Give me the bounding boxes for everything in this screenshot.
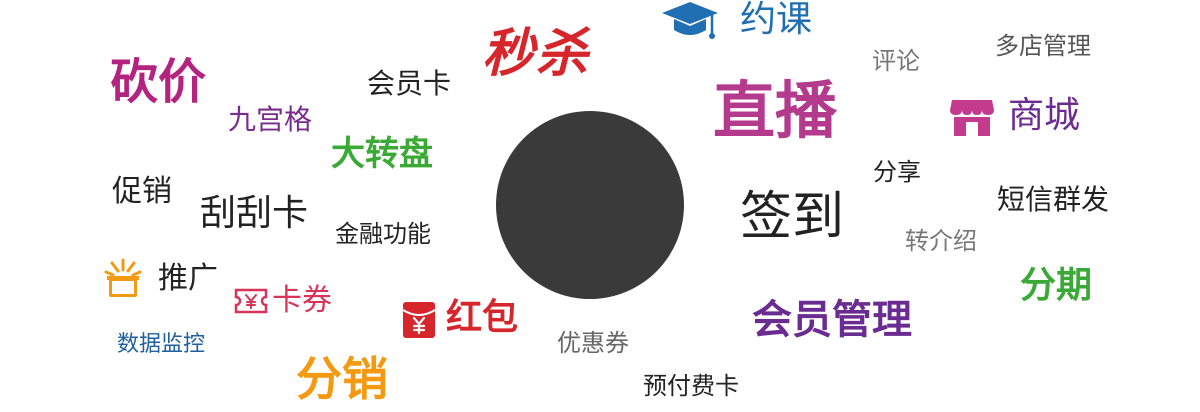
word-kaquan: 卡券 <box>272 283 332 318</box>
graduation-cap-icon <box>662 2 718 39</box>
word-miaosha: 秒杀 <box>482 24 591 84</box>
word-yueke: 约课 <box>740 0 813 40</box>
word-fenxiao: 分销 <box>296 352 388 406</box>
word-fenqi: 分期 <box>1020 265 1093 306</box>
word-pinglun: 评论 <box>872 47 920 75</box>
word-duodian: 多店管理 <box>995 32 1091 60</box>
word-fenxiang: 分享 <box>873 158 921 186</box>
red-packet-icon <box>402 302 436 338</box>
word-qiandao: 签到 <box>740 187 845 247</box>
word-youhuiquan: 优惠券 <box>557 329 629 357</box>
word-zhibo: 直播 <box>713 74 838 147</box>
word-shangcheng: 商城 <box>1008 95 1081 136</box>
word-hongbao: 红包 <box>446 297 519 338</box>
word-guaguaka: 刮刮卡 <box>200 193 309 234</box>
word-zhuanjie: 转介绍 <box>905 227 977 255</box>
word-jiugongge: 九宫格 <box>228 103 313 136</box>
center-circle <box>496 111 684 299</box>
gift-box-icon <box>104 258 142 297</box>
word-yufu: 预付费卡 <box>643 372 739 400</box>
word-duanxin: 短信群发 <box>997 183 1110 216</box>
ticket-icon <box>234 288 268 314</box>
word-huiyuanka: 会员卡 <box>367 67 452 100</box>
word-kanjia: 砍价 <box>110 54 207 110</box>
word-jinrong: 金融功能 <box>335 220 431 248</box>
store-icon <box>950 100 994 136</box>
word-huiyuanguanli: 会员管理 <box>752 297 912 343</box>
word-tuiguang: 推广 <box>158 261 218 296</box>
word-shuju: 数据监控 <box>117 332 206 357</box>
word-dazhuanpan: 大转盘 <box>331 134 433 174</box>
word-cuxiao: 促销 <box>112 174 172 209</box>
